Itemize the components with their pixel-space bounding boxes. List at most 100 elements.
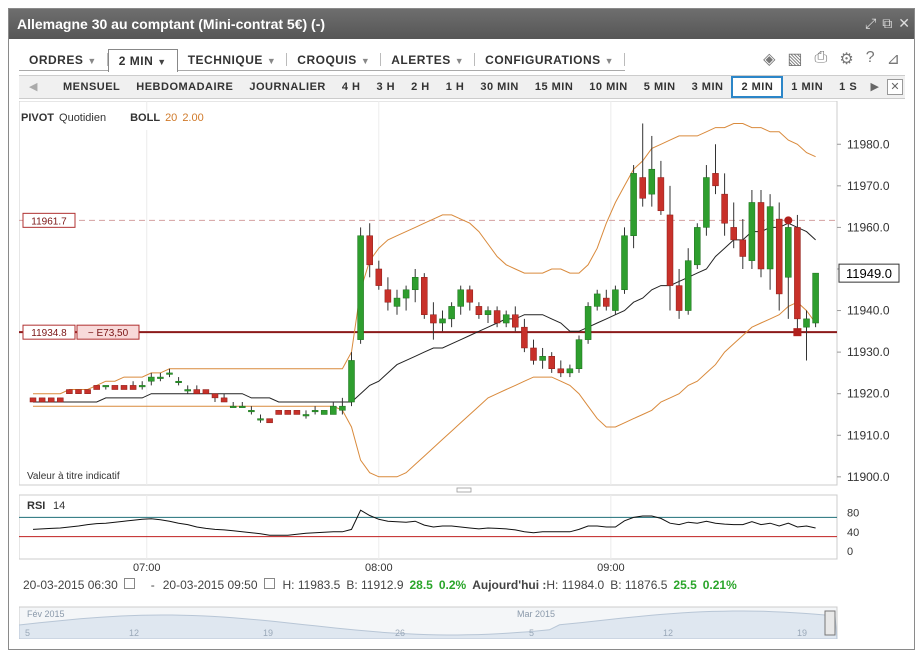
candle[interactable] — [566, 364, 574, 378]
timeframe-2-min[interactable]: 2 MIN — [731, 76, 784, 98]
timeframe-15-min[interactable]: 15 MIN — [534, 81, 574, 93]
candle[interactable] — [521, 318, 528, 353]
candle[interactable] — [730, 202, 737, 249]
candle[interactable] — [129, 381, 137, 390]
timeframe-1-s[interactable]: 1 S — [839, 81, 858, 93]
candle[interactable] — [493, 306, 501, 328]
candle[interactable] — [512, 306, 519, 332]
candle[interactable] — [257, 414, 264, 423]
timeframe-mensuel[interactable]: MENSUEL — [63, 81, 121, 93]
candle[interactable] — [111, 385, 119, 390]
candle[interactable] — [657, 160, 665, 215]
timeframe-1-h[interactable]: 1 H — [445, 81, 465, 93]
candle[interactable] — [766, 194, 774, 290]
menu-interval[interactable]: 2 MIN ▼ — [107, 49, 178, 72]
candle[interactable] — [184, 385, 191, 394]
candle[interactable] — [339, 397, 346, 415]
candle[interactable] — [575, 335, 583, 373]
candle[interactable] — [275, 410, 282, 415]
candle[interactable] — [302, 410, 310, 419]
candle[interactable] — [93, 385, 100, 390]
candle[interactable] — [348, 352, 355, 407]
candle[interactable] — [384, 277, 392, 311]
candle[interactable] — [266, 418, 273, 424]
timeframe-hebdomadaire[interactable]: HEBDOMADAIRE — [136, 81, 234, 93]
candle[interactable] — [703, 165, 710, 236]
candle[interactable] — [439, 310, 446, 332]
candle[interactable] — [694, 223, 701, 269]
candle[interactable] — [448, 302, 455, 328]
candle[interactable] — [630, 165, 637, 249]
timeframe-10-min[interactable]: 10 MIN — [589, 81, 628, 93]
menu-croquis[interactable]: CROQUIS ▼ — [297, 53, 371, 67]
expand-icon[interactable]: ⤢ — [865, 15, 877, 31]
candle[interactable] — [138, 381, 146, 390]
candle[interactable] — [421, 273, 428, 319]
candle[interactable] — [411, 268, 419, 303]
timeframe-1-min[interactable]: 1 MIN — [791, 81, 824, 93]
image-icon[interactable]: ▧ — [787, 51, 803, 68]
candle[interactable] — [357, 227, 364, 344]
candle[interactable] — [593, 289, 601, 311]
candle[interactable] — [320, 410, 328, 415]
candle[interactable] — [239, 402, 246, 408]
candle[interactable] — [393, 289, 401, 315]
candle[interactable] — [293, 410, 301, 415]
pin-icon[interactable]: ⊿ — [886, 51, 900, 68]
candle[interactable] — [75, 389, 82, 394]
candle[interactable] — [612, 285, 619, 315]
candle[interactable] — [457, 285, 464, 315]
candle[interactable] — [584, 302, 592, 344]
layers-icon[interactable]: ◈ — [763, 51, 776, 68]
candle[interactable] — [402, 285, 410, 311]
candle[interactable] — [84, 389, 91, 394]
candle[interactable] — [175, 377, 182, 386]
timeframe-journalier[interactable]: JOURNALIER — [249, 81, 326, 93]
candle[interactable] — [603, 289, 610, 311]
menu-alertes[interactable]: ALERTES ▼ — [391, 53, 465, 67]
timeframe-4-h[interactable]: 4 H — [341, 81, 361, 93]
timeframe-30-min[interactable]: 30 MIN — [480, 81, 519, 93]
close-box-icon[interactable]: ✕ — [887, 79, 903, 95]
candle[interactable] — [557, 360, 565, 378]
candle[interactable] — [675, 268, 683, 319]
candle[interactable] — [502, 310, 510, 328]
timeframe-2-h[interactable]: 2 H — [411, 81, 430, 93]
candle[interactable] — [330, 402, 337, 415]
candle[interactable] — [748, 189, 756, 269]
menu-configurations[interactable]: CONFIGURATIONS ▼ — [485, 53, 615, 67]
candle[interactable] — [148, 372, 155, 386]
calendar-icon[interactable] — [263, 578, 275, 589]
candle[interactable] — [484, 306, 492, 324]
close-icon[interactable]: ✕ — [898, 15, 910, 31]
candle[interactable] — [648, 135, 656, 207]
scroll-right-icon[interactable]: ▶ — [870, 81, 879, 93]
candle[interactable] — [157, 372, 164, 382]
candle[interactable] — [785, 219, 792, 319]
menu-technique[interactable]: TECHNIQUE ▼ — [187, 53, 277, 67]
scroll-left-icon[interactable]: ◀ — [29, 81, 38, 93]
candle[interactable] — [311, 406, 319, 415]
candle[interactable] — [548, 352, 555, 373]
candle[interactable] — [666, 185, 674, 311]
candle[interactable] — [284, 410, 292, 415]
candle[interactable] — [466, 285, 474, 311]
candle[interactable] — [430, 302, 437, 340]
alert-marker[interactable] — [784, 216, 793, 225]
gear-icon[interactable]: ⚙ — [839, 51, 854, 68]
candle[interactable] — [366, 223, 373, 278]
help-icon[interactable]: ? — [865, 49, 875, 66]
timeframe-3-h[interactable]: 3 H — [376, 81, 396, 93]
candle[interactable] — [803, 310, 810, 361]
print-icon[interactable]: ⎙ — [814, 49, 828, 66]
candle[interactable] — [812, 272, 819, 328]
candle[interactable] — [229, 402, 237, 408]
candle[interactable] — [202, 389, 210, 394]
calendar-icon[interactable] — [123, 578, 135, 589]
candle[interactable] — [721, 173, 728, 236]
panel-splitter-handle[interactable] — [456, 487, 472, 493]
candle[interactable] — [712, 144, 719, 195]
position-marker[interactable] — [793, 328, 802, 337]
candle[interactable] — [621, 227, 628, 294]
candle[interactable] — [57, 397, 64, 403]
